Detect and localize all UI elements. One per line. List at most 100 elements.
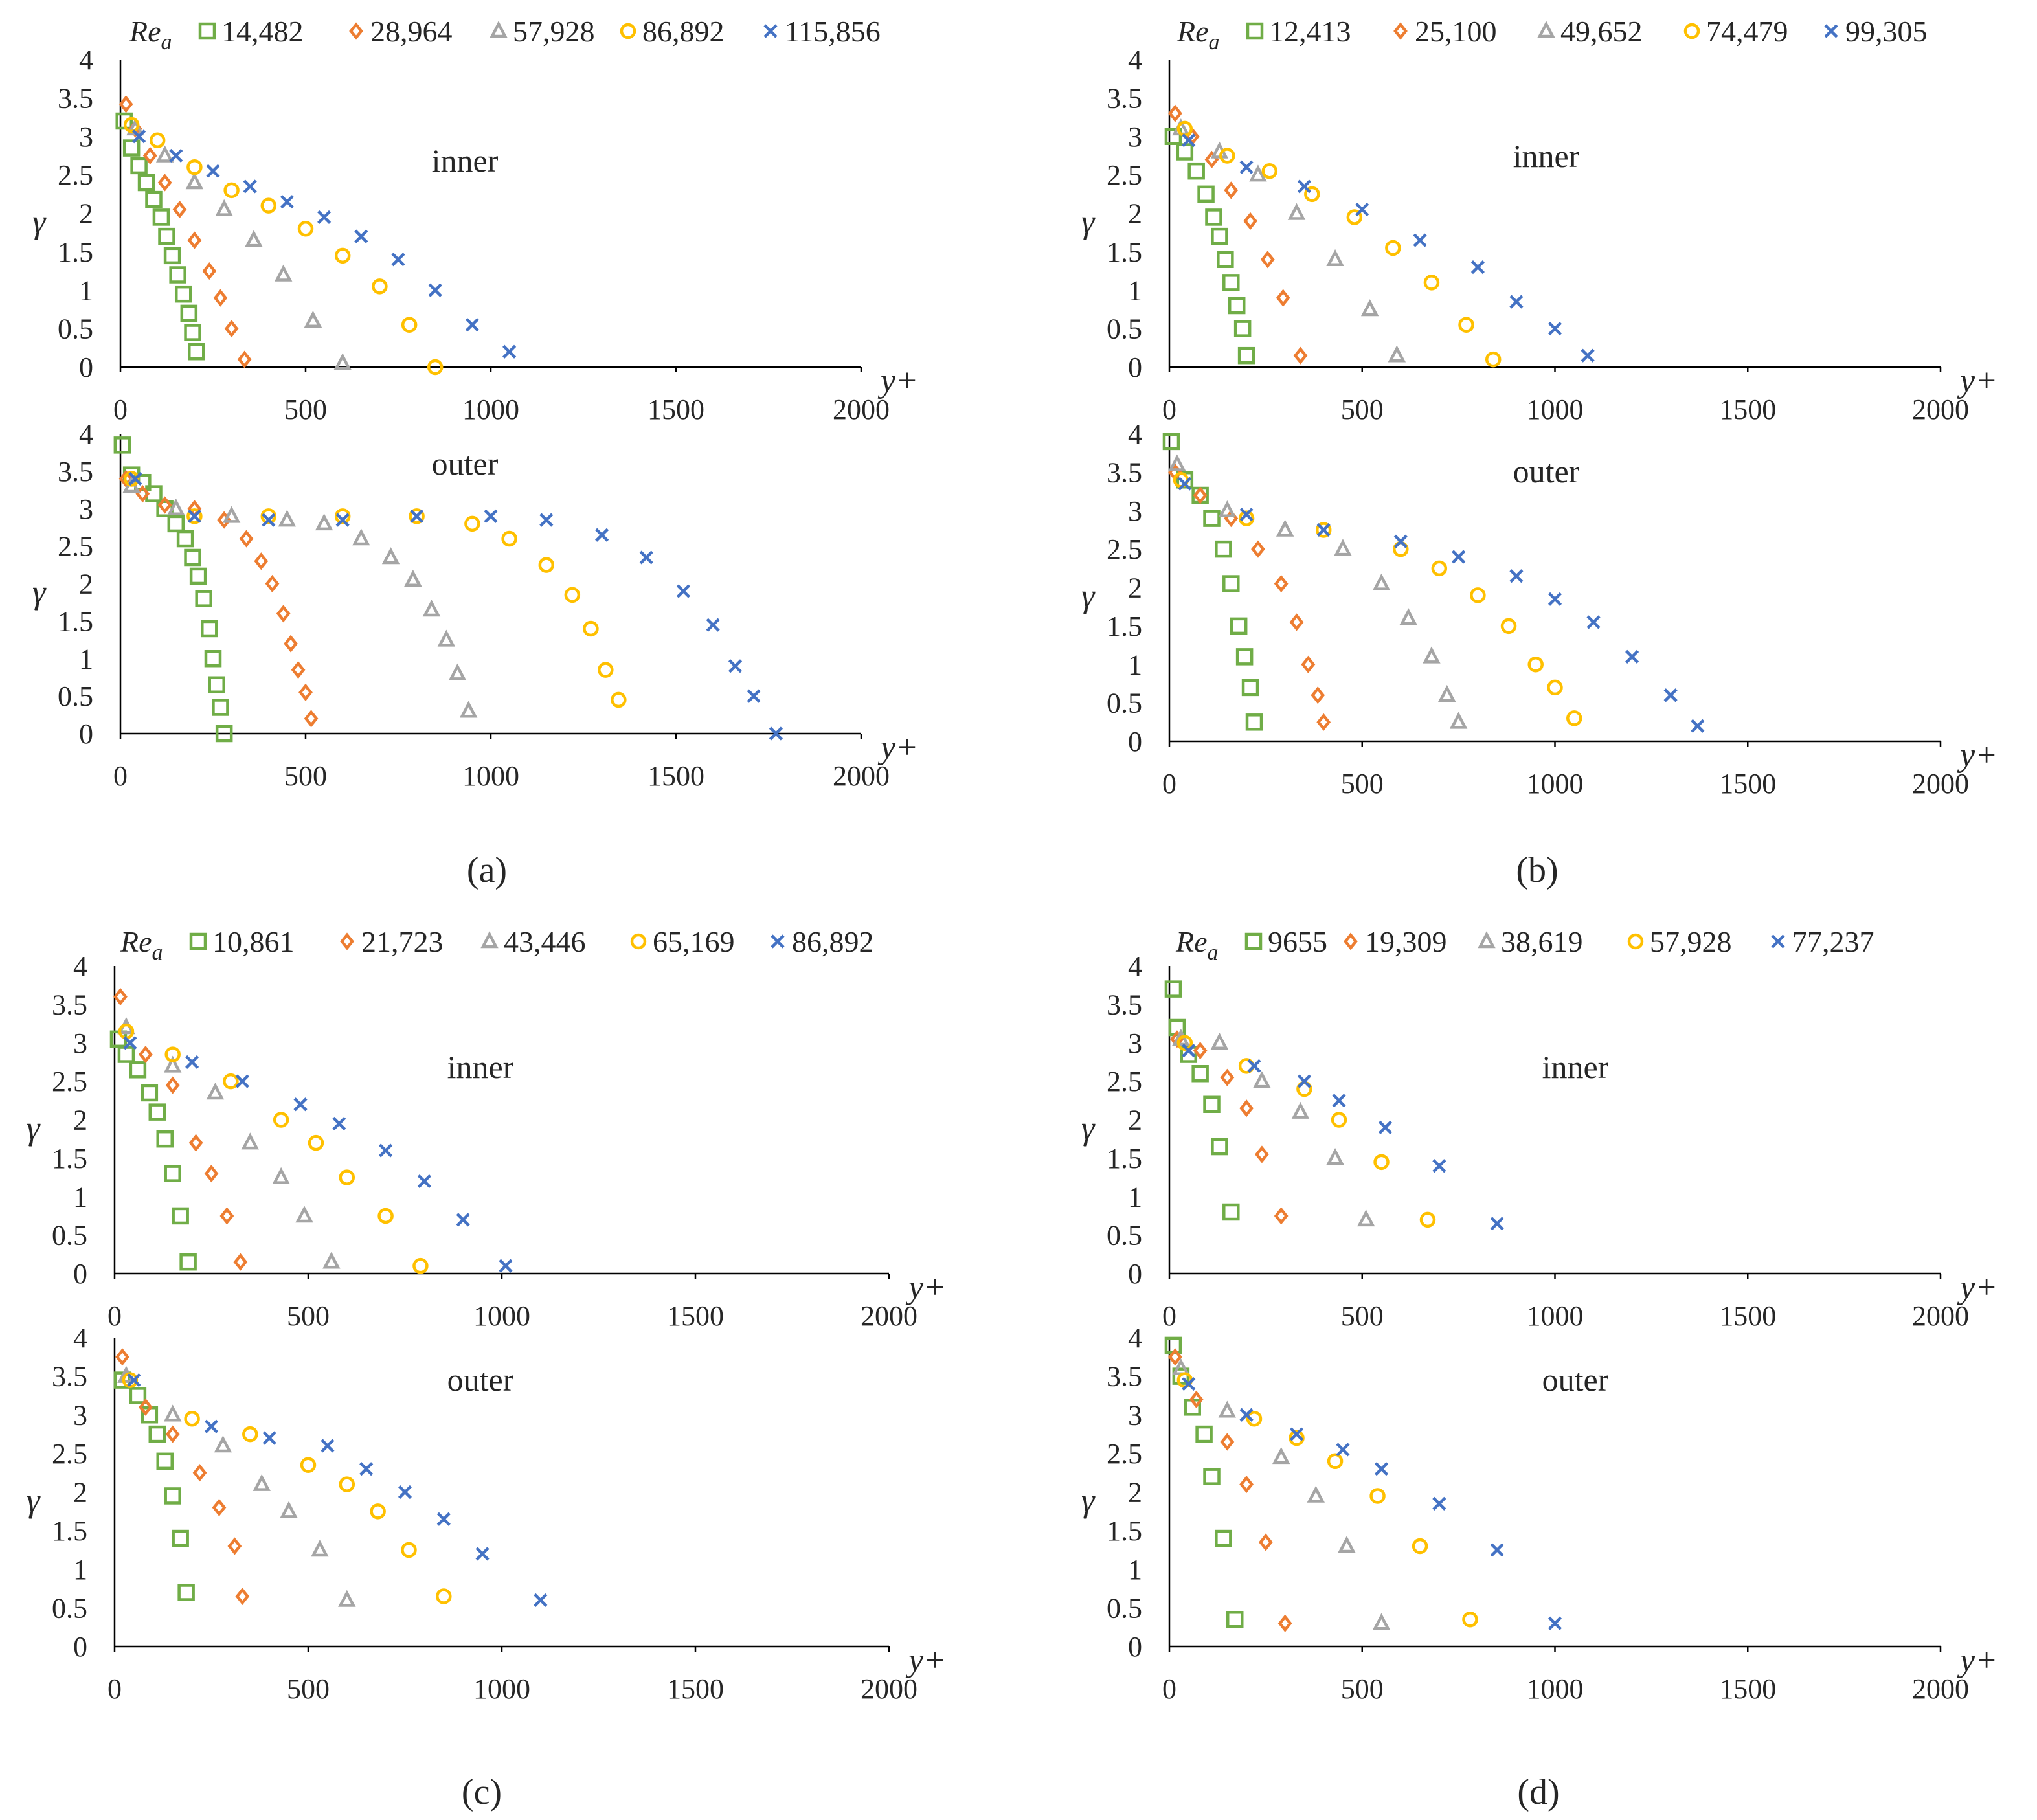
y-axis-label: γ xyxy=(1081,1110,1096,1147)
y-tick-label: 4 xyxy=(1128,950,1142,982)
y-tick-label: 2.5 xyxy=(52,1066,87,1097)
data-point-stroke xyxy=(293,1097,308,1112)
data-point xyxy=(1663,688,1678,702)
data-point xyxy=(189,567,207,585)
legend-marker-stroke xyxy=(1824,24,1838,38)
legend-marker xyxy=(349,22,363,40)
data-point-stroke xyxy=(1297,179,1312,194)
y-tick-label: 3.5 xyxy=(1107,82,1142,114)
data-series xyxy=(1168,1348,1292,1632)
data-point xyxy=(1291,1101,1310,1119)
data-point xyxy=(1470,260,1485,275)
data-point xyxy=(304,710,319,728)
y-tick-label: 1.5 xyxy=(1107,236,1142,268)
y-tick-label: 2.5 xyxy=(52,1438,87,1470)
data-point xyxy=(208,676,225,694)
data-point xyxy=(1210,1032,1229,1050)
data-point xyxy=(1277,1614,1292,1632)
data-point xyxy=(300,1457,317,1474)
data-point xyxy=(1239,508,1254,522)
y-tick-label: 2.5 xyxy=(1107,1438,1142,1470)
x-axis-label: y+ xyxy=(1957,1642,1998,1679)
y-tick-label: 0.5 xyxy=(1107,313,1142,345)
data-point xyxy=(332,1116,346,1131)
y-tick-label: 3 xyxy=(73,1028,87,1059)
data-point xyxy=(315,513,333,531)
data-point xyxy=(274,264,293,282)
data-point xyxy=(291,661,306,679)
legend-marker xyxy=(189,932,207,950)
legend-entry: 25,100 xyxy=(1415,15,1497,48)
data-point xyxy=(148,1103,166,1121)
data-point xyxy=(1238,510,1255,526)
data-point xyxy=(204,1165,219,1183)
data-point xyxy=(172,1207,189,1225)
y-tick-label: 2 xyxy=(79,568,93,600)
data-point xyxy=(1289,1430,1305,1446)
y-axis-label: γ xyxy=(1081,204,1096,241)
data-point xyxy=(1176,143,1194,161)
data-point xyxy=(164,1487,181,1505)
data-point xyxy=(1274,1207,1289,1225)
data-series xyxy=(117,1365,356,1607)
data-point-stroke xyxy=(1547,322,1562,336)
subplot: 0 0.5 1 1.5 2 2.5 3 3.5 4 0 500 1000 1500 2000 γ y+ inne… xyxy=(27,950,946,1332)
y-tick-label: 0.5 xyxy=(58,313,93,345)
data-point xyxy=(130,157,148,175)
legend-marker-stroke xyxy=(771,934,785,949)
data-point xyxy=(137,174,155,192)
x-tick-label: 500 xyxy=(284,760,327,792)
x-tick-label: 0 xyxy=(107,1300,122,1332)
data-point xyxy=(1182,1044,1196,1058)
y-tick-label: 2 xyxy=(1128,572,1142,604)
x-tick-label: 500 xyxy=(1341,1300,1384,1332)
subplot: 0 0.5 1 1.5 2 2.5 3 3.5 4 0 500 1000 1500 2000 γ y+ oute… xyxy=(1081,418,1998,800)
legend-entry: 14,482 xyxy=(221,15,304,48)
legend-entry: 38,619 xyxy=(1501,925,1583,958)
subplot: 0 0.5 1 1.5 2 2.5 3 3.5 4 0 500 1000 1500 2000 γ y+ oute… xyxy=(1081,1322,1998,1705)
data-point xyxy=(260,197,277,214)
data-point xyxy=(417,1174,431,1189)
chart-panel: (b) Rea 12,413 25,100 49,652 74,479 99,305 0 0.5… xyxy=(1081,15,1998,890)
y-tick-label: 1 xyxy=(73,1554,87,1586)
data-point xyxy=(145,190,163,208)
data-point xyxy=(1399,608,1417,625)
data-point xyxy=(214,1435,232,1453)
data-point xyxy=(223,182,240,199)
data-point xyxy=(428,283,442,297)
data-point-stroke xyxy=(728,659,743,673)
data-point-stroke xyxy=(127,1373,141,1387)
data-point xyxy=(245,230,263,247)
data-point-stroke xyxy=(1247,1059,1261,1073)
data-point xyxy=(156,1452,174,1470)
data-series xyxy=(132,129,517,359)
data-point xyxy=(1326,1148,1344,1165)
x-tick-label: 2000 xyxy=(833,394,890,425)
data-point xyxy=(1168,1348,1182,1366)
data-point xyxy=(499,1259,513,1273)
subplot: 0 0.5 1 1.5 2 2.5 3 3.5 4 0 500 1000 1500 2000 γ y+ inne… xyxy=(1081,44,1998,425)
data-point xyxy=(1566,710,1582,726)
y-tick-label: 2 xyxy=(73,1477,87,1509)
y-tick-label: 1.5 xyxy=(52,1143,87,1174)
data-point xyxy=(158,227,175,245)
data-point xyxy=(1356,1209,1375,1227)
legend-title: Rea xyxy=(129,15,172,54)
legend-entry: 9655 xyxy=(1268,925,1327,958)
data-point xyxy=(176,530,194,548)
data-series xyxy=(1176,1035,1436,1228)
data-series xyxy=(118,1023,429,1274)
data-point xyxy=(1245,713,1263,731)
data-point xyxy=(1205,208,1222,226)
y-tick-label: 0.5 xyxy=(1107,1220,1142,1252)
chart-panel: (c) Rea 10,861 21,723 43,446 65,169 86,892 0 0.5… xyxy=(27,925,946,1812)
data-point xyxy=(253,1474,271,1491)
data-point xyxy=(148,1425,166,1443)
data-point xyxy=(1276,519,1294,537)
data-point xyxy=(184,548,201,567)
y-tick-label: 0.5 xyxy=(52,1220,87,1252)
data-point xyxy=(1193,1042,1208,1060)
x-tick-label: 1000 xyxy=(1527,1673,1584,1705)
data-point-stroke xyxy=(379,1143,393,1158)
